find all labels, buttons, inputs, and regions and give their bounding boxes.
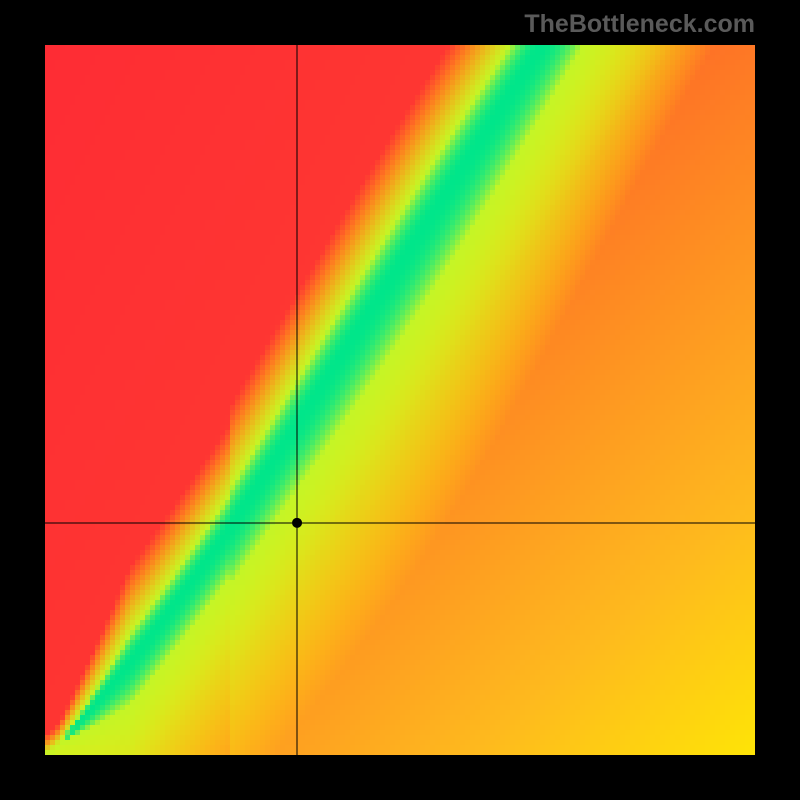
chart-container: TheBottleneck.com	[0, 0, 800, 800]
bottleneck-heatmap	[45, 45, 755, 755]
watermark-text: TheBottleneck.com	[524, 10, 755, 39]
